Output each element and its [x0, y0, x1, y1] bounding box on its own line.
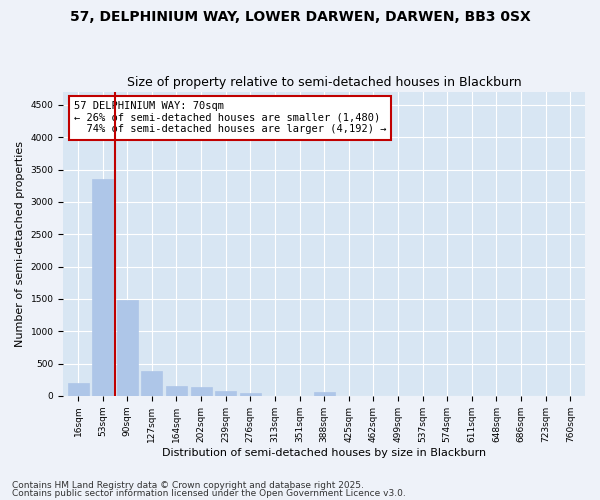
Bar	[92, 180, 113, 396]
Bar	[117, 300, 138, 396]
Bar	[166, 386, 187, 396]
Bar	[215, 392, 236, 396]
Title: Size of property relative to semi-detached houses in Blackburn: Size of property relative to semi-detach…	[127, 76, 521, 90]
Bar	[240, 394, 261, 396]
Text: 57 DELPHINIUM WAY: 70sqm
← 26% of semi-detached houses are smaller (1,480)
  74%: 57 DELPHINIUM WAY: 70sqm ← 26% of semi-d…	[74, 101, 386, 134]
Bar	[314, 392, 335, 396]
Bar	[191, 388, 212, 396]
Bar	[142, 372, 163, 396]
Bar	[68, 383, 89, 396]
Y-axis label: Number of semi-detached properties: Number of semi-detached properties	[15, 141, 25, 347]
Text: Contains public sector information licensed under the Open Government Licence v3: Contains public sector information licen…	[12, 488, 406, 498]
X-axis label: Distribution of semi-detached houses by size in Blackburn: Distribution of semi-detached houses by …	[162, 448, 486, 458]
Text: 57, DELPHINIUM WAY, LOWER DARWEN, DARWEN, BB3 0SX: 57, DELPHINIUM WAY, LOWER DARWEN, DARWEN…	[70, 10, 530, 24]
Text: Contains HM Land Registry data © Crown copyright and database right 2025.: Contains HM Land Registry data © Crown c…	[12, 481, 364, 490]
